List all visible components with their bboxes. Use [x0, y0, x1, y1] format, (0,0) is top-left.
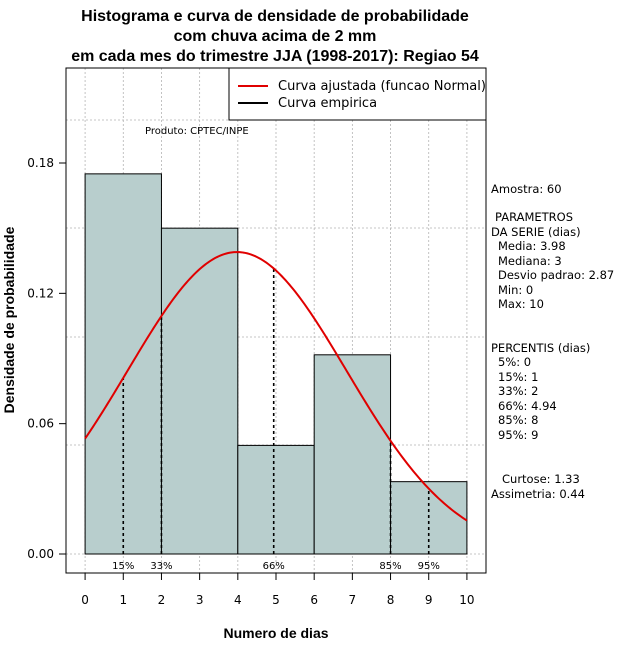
- x-tick-label: 6: [310, 593, 318, 607]
- x-tick-label: 5: [272, 593, 280, 607]
- y-tick-label: 0.18: [27, 156, 54, 170]
- stat-p15: 15%: 1: [498, 370, 538, 384]
- percentile-marker-label: 15%: [112, 561, 134, 572]
- y-tick-label: 0.12: [27, 286, 54, 300]
- axes: 0 1 2 3 4 5 6 7 8 9 10 0.00 0.06 0.12 0.18: [27, 156, 474, 607]
- legend: Curva ajustada (funcao Normal) Curva emp…: [228, 67, 487, 121]
- stat-min: Min: 0: [498, 283, 533, 297]
- y-axis-title: Densidade de probabilidade: [1, 226, 17, 413]
- histogram-bar: [237, 444, 315, 555]
- x-tick-label: 9: [425, 593, 433, 607]
- x-tick-label: 3: [196, 593, 204, 607]
- x-tick-label: 7: [349, 593, 357, 607]
- stat-sd: Desvio padrao: 2.87: [498, 268, 614, 282]
- chart-title-line-1: Histograma e curva de densidade de proba…: [81, 8, 469, 25]
- normal-curve-layer: [84, 251, 468, 522]
- x-tick-label: 0: [81, 593, 89, 607]
- credit-text: Produto: CPTEC/INPE: [145, 126, 249, 137]
- normal-fit-curve: [84, 251, 468, 522]
- percentile-marker-label: 66%: [263, 561, 285, 572]
- stat-percentiles-title: PERCENTIS (dias): [491, 341, 590, 355]
- legend-fitted-label: Curva ajustada (funcao Normal): [278, 79, 486, 94]
- percentile-marker-label: 95%: [418, 561, 440, 572]
- y-tick-label: 0.00: [27, 547, 54, 561]
- histogram-bar: [84, 173, 162, 555]
- percentile-marker-label: 85%: [379, 561, 401, 572]
- stat-params-title-2: DA SERIE (dias): [491, 225, 581, 239]
- x-axis-title: Numero de dias: [223, 625, 328, 641]
- legend-box: [228, 67, 487, 121]
- x-tick-label: 1: [119, 593, 127, 607]
- y-tick-label: 0.06: [27, 417, 54, 431]
- stat-skewness: Assimetria: 0.44: [491, 487, 585, 501]
- stat-p33: 33%: 2: [498, 384, 538, 398]
- x-tick-label: 4: [234, 593, 242, 607]
- x-tick-label: 8: [387, 593, 395, 607]
- stat-p85: 85%: 8: [498, 413, 538, 427]
- stat-params-title-1: PARAMETROS: [495, 210, 573, 224]
- chart-title-line-3: em cada mes do trimestre JJA (1998-2017)…: [71, 48, 479, 65]
- histogram-bar: [313, 354, 392, 555]
- legend-empirical-label: Curva empirica: [278, 96, 377, 111]
- stat-kurtosis: Curtose: 1.33: [502, 472, 580, 486]
- percentile-marker-label: 33%: [150, 561, 172, 572]
- histogram-bar: [160, 227, 239, 555]
- stat-p95: 95%: 9: [498, 428, 538, 442]
- x-tick-label: 2: [158, 593, 166, 607]
- stat-p5: 5%: 0: [498, 355, 531, 369]
- stat-median: Mediana: 3: [498, 254, 562, 268]
- percentile-markers: 15% 33% 66% 85% 95%: [112, 268, 440, 572]
- x-tick-label: 10: [459, 593, 474, 607]
- chart-title-line-2: com chuva acima de 2 mm: [174, 28, 377, 45]
- stat-p66: 66%: 4.94: [498, 399, 557, 413]
- stats-panel: Amostra: 60 PARAMETROS DA SERIE (dias) M…: [491, 182, 614, 501]
- stat-sample: Amostra: 60: [491, 182, 562, 196]
- stat-max: Max: 10: [498, 297, 544, 311]
- stat-mean: Media: 3.98: [498, 239, 566, 253]
- histogram-bars: [84, 173, 468, 555]
